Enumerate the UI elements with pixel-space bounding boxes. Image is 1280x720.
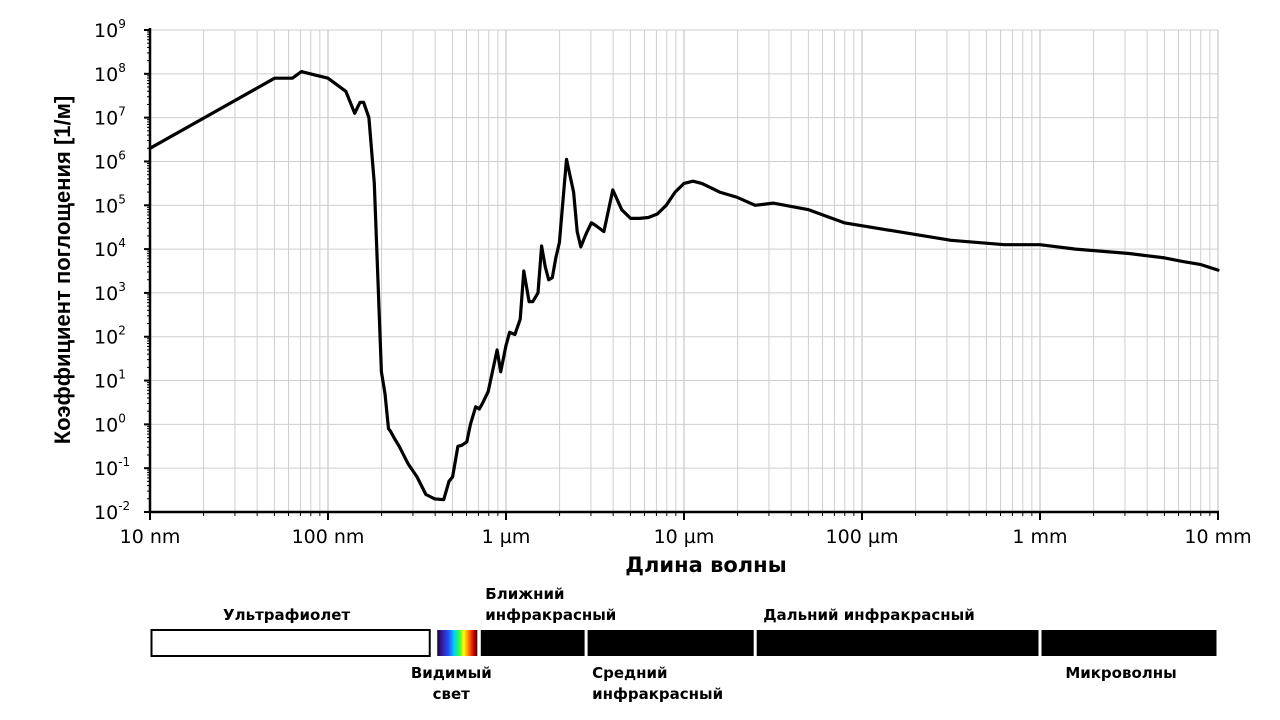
y-tick-exponent: -1 (118, 455, 130, 469)
y-tick-label: 10-2 (94, 499, 130, 524)
y-tick-base: 10 (94, 64, 118, 86)
y-tick-label: 107 (94, 105, 126, 130)
y-tick-base: 10 (94, 371, 118, 393)
y-tick-label: 106 (94, 148, 126, 173)
x-tick-label: 10 nm (120, 526, 181, 548)
y-tick-base: 10 (94, 502, 118, 524)
band-near-ir (480, 630, 585, 656)
y-axis-label: Коэффициент поглощения [1/м] (50, 96, 75, 445)
x-axis-label: Длина волны (625, 553, 786, 577)
band-label-visible: Видимый (411, 664, 492, 682)
band-mid-ir (587, 630, 754, 656)
absorption-curve (148, 70, 1220, 502)
band-label-mid-ir: инфракрасный (592, 685, 723, 703)
x-tick-label: 1 mm (1012, 526, 1067, 548)
band-uv (150, 629, 431, 657)
y-tick-base: 10 (94, 195, 118, 217)
y-tick-exponent: 6 (118, 148, 126, 162)
y-tick-label: 100 (94, 411, 126, 436)
band-label-near-ir: Ближний (485, 585, 564, 603)
y-tick-base: 10 (94, 20, 118, 42)
x-tick-label: 10 µm (654, 526, 715, 548)
x-tick-label: 100 nm (292, 526, 365, 548)
y-tick-exponent: 8 (118, 61, 126, 75)
y-tick-base: 10 (94, 283, 118, 305)
band-label-microwaves: Микроволны (1065, 664, 1176, 682)
band-microwaves (1041, 630, 1217, 656)
y-tick-exponent: 2 (118, 324, 126, 338)
band-label-mid-ir: Средний (592, 664, 667, 682)
y-tick-label: 104 (94, 236, 126, 261)
y-tick-label: 101 (94, 368, 126, 393)
y-tick-exponent: 0 (118, 411, 126, 425)
y-tick-label: 109 (94, 17, 126, 42)
x-axis-ticks: 10 nm 100 nm 1 µm 10 µm 100 µm 1 mm 10 mm (120, 512, 1252, 548)
y-tick-label: 103 (94, 280, 126, 305)
y-tick-exponent: 5 (118, 192, 126, 206)
grid (149, 29, 1219, 513)
x-tick-label: 100 µm (826, 526, 899, 548)
y-tick-exponent: 9 (118, 17, 126, 31)
y-tick-exponent: 3 (118, 280, 126, 294)
spectrum-bands: Ультрафиолет Видимый свет Ближний инфракрасн… (150, 585, 1217, 703)
y-tick-label: 102 (94, 324, 126, 349)
y-tick-base: 10 (94, 108, 118, 130)
band-label-uv: Ультрафиолет (223, 606, 350, 624)
band-label-far-ir: Дальний инфракрасный (763, 606, 975, 624)
y-tick-exponent: 4 (118, 236, 126, 250)
band-label-near-ir: инфракрасный (485, 606, 616, 624)
band-label-visible: свет (433, 685, 471, 703)
x-tick-label: 10 mm (1184, 526, 1251, 548)
y-tick-exponent: -2 (118, 499, 130, 513)
y-tick-base: 10 (94, 458, 118, 480)
y-tick-exponent: 1 (118, 368, 126, 382)
y-tick-base: 10 (94, 151, 118, 173)
y-tick-base: 10 (94, 239, 118, 261)
band-visible (437, 630, 478, 656)
y-tick-exponent: 7 (118, 105, 126, 119)
band-far-ir (756, 630, 1039, 656)
y-tick-base: 10 (94, 327, 118, 349)
y-tick-label: 108 (94, 61, 126, 86)
y-tick-label: 10-1 (94, 455, 130, 480)
y-tick-label: 105 (94, 192, 126, 217)
y-tick-base: 10 (94, 414, 118, 436)
x-tick-label: 1 µm (482, 526, 531, 548)
